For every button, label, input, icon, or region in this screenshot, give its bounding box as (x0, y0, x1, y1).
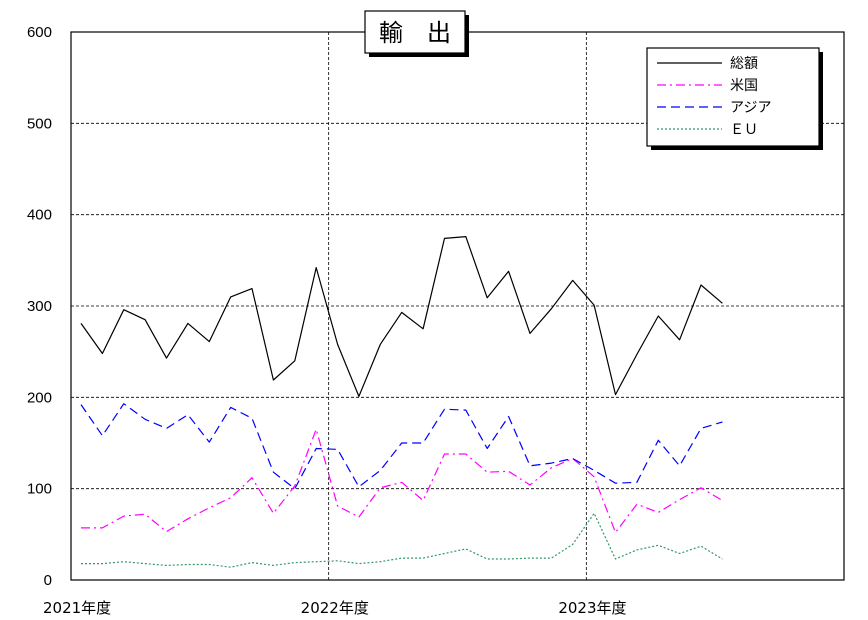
y-tick-label: 200 (27, 389, 52, 406)
x-axis-ticks: 2021年度 2022年度 2023年度 (43, 599, 627, 617)
x-tick-label: 2021年度 (43, 599, 111, 617)
series-line (81, 512, 723, 568)
y-axis-ticks: 0 100 200 300 400 500 600 (27, 24, 52, 589)
chart-title: 輸 出 (379, 19, 451, 47)
x-tick-label: 2023年度 (558, 599, 626, 617)
y-tick-label: 600 (27, 24, 52, 41)
series-line (81, 428, 723, 534)
x-tick-label: 2022年度 (301, 599, 369, 617)
grid-lines (71, 32, 844, 580)
y-tick-label: 400 (27, 207, 52, 224)
legend-label: 総額 (730, 56, 758, 72)
y-tick-label: 300 (27, 298, 52, 315)
series-layer (80, 236, 723, 568)
series-line (80, 403, 723, 490)
legend-label: 米国 (730, 78, 758, 94)
chart-title-box: 輸 出 (364, 10, 469, 57)
series-line (80, 236, 723, 397)
legend-label: ＥＵ (730, 122, 758, 138)
y-tick-label: 0 (44, 572, 52, 589)
legend-label: アジア (730, 100, 771, 116)
y-tick-label: 500 (27, 115, 52, 132)
y-tick-label: 100 (27, 481, 52, 498)
